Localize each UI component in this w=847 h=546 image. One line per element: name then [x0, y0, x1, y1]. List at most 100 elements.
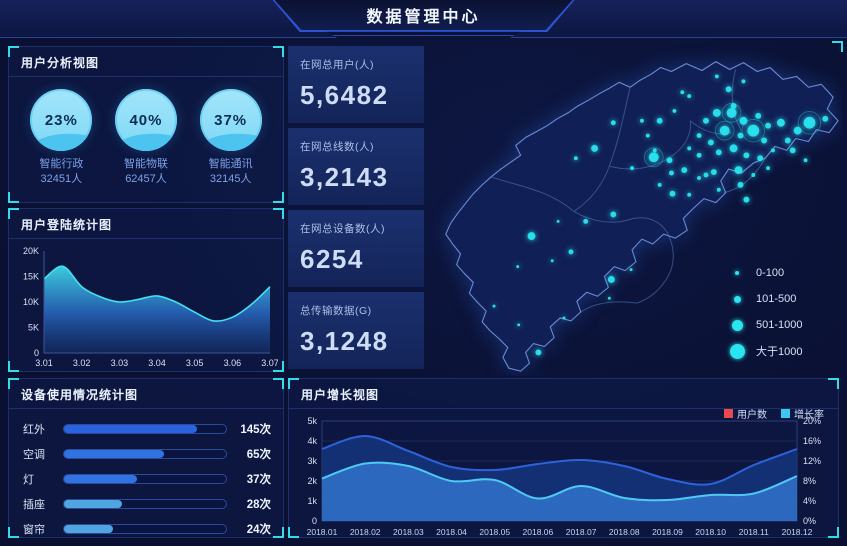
bar-track	[63, 499, 227, 509]
svg-text:2018.01: 2018.01	[307, 527, 338, 537]
gauge-percent: 37%	[214, 111, 248, 129]
map-legend-row: 101-500	[728, 286, 803, 312]
svg-text:0%: 0%	[803, 516, 816, 526]
liquid-gauge: 23%	[30, 89, 93, 151]
gauge-count: 32451人	[40, 173, 83, 185]
bar-value: 145次	[240, 424, 271, 436]
svg-text:2018.09: 2018.09	[652, 527, 683, 537]
gauge-label: 智能行政	[39, 158, 84, 170]
corner-bracket	[8, 192, 19, 203]
panel-device-usage: 设备使用情况统计图 红外 145次空调 65次灯 37次插座 28次窗帘 24次	[8, 378, 284, 538]
map-legend-dot	[729, 343, 745, 359]
liquid-gauge: 37%	[199, 89, 262, 151]
svg-text:2018.10: 2018.10	[695, 527, 726, 537]
panel-title-user-analysis: 用户分析视图	[9, 47, 283, 77]
stat-value: 5,6482	[300, 80, 389, 110]
stat-card-total-lines: 在网总线数(人) 3,2143	[288, 128, 424, 205]
svg-text:2018.11: 2018.11	[739, 527, 769, 537]
header: 数据管理中心	[0, 0, 847, 38]
map-legend-dot-box	[728, 295, 746, 303]
page-title: 数据管理中心	[366, 9, 481, 26]
device-bar-row: 插座 28次	[23, 495, 271, 513]
map-legend-row: 0-100	[728, 260, 803, 286]
map-panel: 0-100 101-500 501-1000 大于1000	[428, 41, 843, 376]
map-legend-row: 501-1000	[728, 312, 803, 338]
svg-text:3.03: 3.03	[111, 358, 129, 368]
gauge-count: 62457人	[125, 173, 167, 185]
corner-bracket	[273, 192, 284, 203]
bar-fill	[64, 500, 123, 508]
svg-text:3.05: 3.05	[186, 358, 204, 368]
gauge-count: 32145人	[209, 173, 252, 185]
svg-text:16%: 16%	[803, 436, 821, 446]
stat-value: 3,1248	[300, 326, 389, 356]
svg-text:2018.04: 2018.04	[436, 527, 467, 537]
legend-item-用户数[interactable]: 用户数	[724, 406, 767, 421]
gauge-smart-iot: 40% 智能物联 62457人	[108, 87, 184, 186]
svg-text:2018.03: 2018.03	[393, 527, 424, 537]
svg-text:20K: 20K	[23, 246, 39, 256]
svg-text:0: 0	[34, 348, 39, 358]
legend-item-增长率[interactable]: 增长率	[781, 406, 824, 421]
banner-decoration	[325, 31, 522, 38]
map-legend-dot-box	[728, 319, 746, 331]
device-bar-chart: 红外 145次空调 65次灯 37次插座 28次窗帘 24次	[9, 409, 283, 538]
map-legend-row: 大于1000	[728, 338, 803, 364]
legend-swatch	[724, 409, 733, 418]
bar-category-label: 窗帘	[23, 524, 45, 536]
bar-fill	[64, 525, 113, 533]
device-bar-row: 空调 65次	[23, 445, 271, 463]
bar-fill	[64, 475, 137, 483]
device-bar-row: 灯 37次	[23, 470, 271, 488]
map-legend-label: 101-500	[756, 293, 797, 305]
bar-track	[63, 474, 227, 484]
login-area-chart: 0 5K 10K 15K 20K 3.01 3.02 3.03 3.04 3.05 3.06 3.07	[23, 246, 278, 368]
svg-text:2k: 2k	[307, 476, 317, 486]
svg-text:1k: 1k	[307, 496, 317, 506]
map-scatter-dots	[492, 74, 829, 356]
svg-text:0: 0	[312, 516, 317, 526]
gauge-group: 23% 智能行政 32451人 40% 智能物联 62457人 37% 智能通讯…	[9, 77, 283, 186]
svg-text:2018.06: 2018.06	[523, 527, 554, 537]
stat-value: 6254	[300, 244, 364, 274]
panel-user-growth: 用户增长视图 用户数 增长率 0 1k 2k 3k 4k 5k 0% 4% 8% 12% 16% 20%…	[288, 378, 839, 538]
panel-title-device-usage: 设备使用情况统计图	[9, 379, 283, 409]
bar-fill	[64, 450, 165, 458]
map-legend-dot	[731, 319, 743, 331]
svg-text:4k: 4k	[307, 436, 317, 446]
panel-title-user-growth: 用户增长视图	[289, 379, 838, 409]
bar-value: 24次	[246, 524, 271, 536]
svg-text:3.04: 3.04	[148, 358, 166, 368]
stat-card-column: 在网总用户(人) 5,6482 在网总线数(人) 3,2143 在网总设备数(人…	[288, 46, 424, 374]
bar-category-label: 插座	[23, 499, 45, 511]
map-legend-dot-box	[728, 343, 746, 359]
bar-value: 65次	[246, 449, 271, 461]
svg-text:3.02: 3.02	[73, 358, 91, 368]
stat-card-total-data: 总传输数据(G) 3,1248	[288, 292, 424, 369]
svg-text:5K: 5K	[28, 323, 39, 333]
region-map	[445, 61, 839, 372]
stat-label: 总传输数据(G)	[300, 305, 372, 317]
title-banner: 数据管理中心	[272, 0, 575, 32]
svg-text:3.06: 3.06	[224, 358, 242, 368]
bar-fill	[64, 425, 197, 433]
bar-category-label: 空调	[23, 449, 45, 461]
panel-user-analysis: 用户分析视图 23% 智能行政 32451人 40% 智能物联 62457人 3…	[8, 46, 284, 203]
liquid-gauge: 40%	[114, 89, 177, 151]
stat-value: 3,2143	[300, 162, 389, 192]
bar-value: 37次	[246, 474, 271, 486]
panel-title-login-stats: 用户登陆统计图	[9, 209, 283, 239]
svg-text:3.07: 3.07	[261, 358, 278, 368]
device-bar-row: 窗帘 24次	[23, 520, 271, 538]
svg-text:15K: 15K	[23, 272, 39, 282]
bar-track	[63, 524, 227, 534]
svg-text:2018.02: 2018.02	[350, 527, 381, 537]
svg-text:2018.05: 2018.05	[479, 527, 510, 537]
map-legend: 0-100 101-500 501-1000 大于1000	[728, 260, 803, 364]
stat-card-total-devices: 在网总设备数(人) 6254	[288, 210, 424, 287]
bar-category-label: 红外	[23, 424, 45, 436]
gauge-label: 智能通讯	[208, 158, 253, 170]
gauge-percent: 40%	[129, 111, 163, 129]
legend-label: 用户数	[737, 410, 767, 421]
